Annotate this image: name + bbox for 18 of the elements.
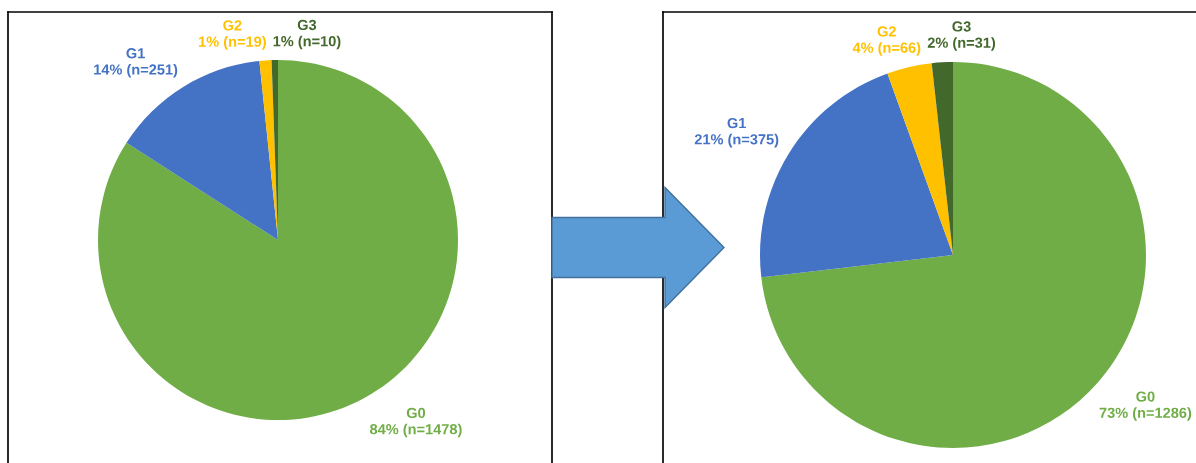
data-label: 21% (n=375) [694,133,779,148]
data-label: 1% (n=19) [199,36,266,50]
pie-slice [887,63,953,255]
pie-slice [126,60,278,240]
slice-label: G0 [1136,391,1155,402]
slice-label: G1 [126,48,145,59]
slice-label: G0 [406,407,426,419]
slice-label: G3 [952,21,971,32]
data-label: 2% (n=31) [927,37,996,51]
slice-label: G3 [297,19,317,31]
slice-label: G2 [223,20,242,31]
slice-label: G2 [877,26,896,37]
data-label: 73% (n=1286) [1099,407,1192,421]
data-label: 1% (n=10) [273,35,341,50]
data-label: 4% (n=66) [852,42,921,56]
data-label: 84% (n=1478) [370,423,462,438]
slice-label: G1 [727,117,746,129]
data-label: 14% (n=251) [94,63,178,78]
